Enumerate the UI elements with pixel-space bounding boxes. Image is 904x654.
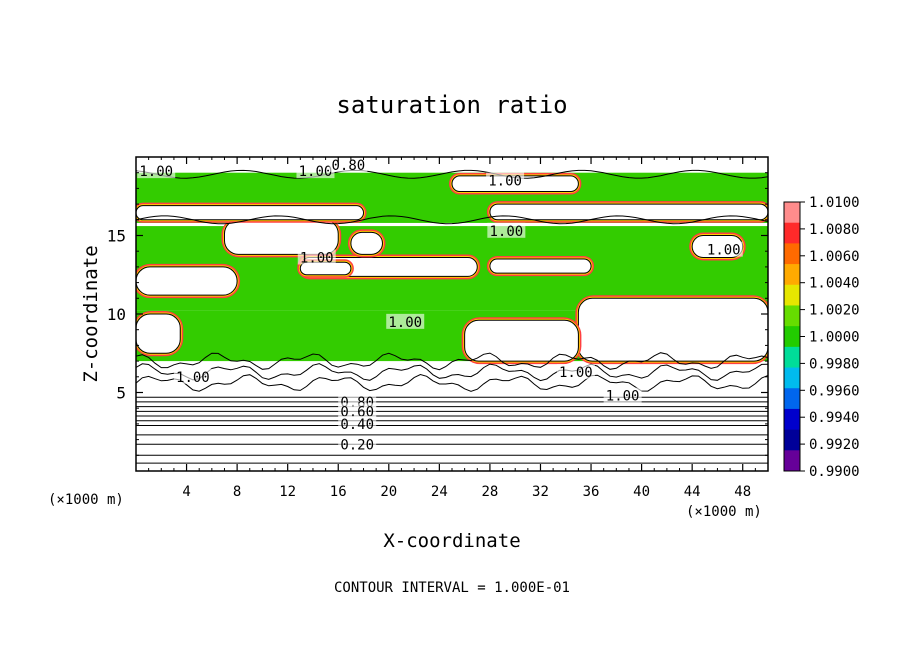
clear-region-9 bbox=[577, 297, 768, 362]
contour-label-bg-2 bbox=[329, 156, 368, 172]
contour-label-bg-5 bbox=[704, 241, 743, 257]
colorbar-swatch-1 bbox=[784, 222, 800, 244]
clear-region-0 bbox=[223, 219, 339, 255]
colorbar-swatch-2 bbox=[784, 243, 800, 265]
y-tick-label-1: 10 bbox=[107, 305, 126, 324]
contour-label-3: 1.00 bbox=[488, 174, 522, 190]
x-units-left: (×1000 m) bbox=[48, 492, 124, 508]
contour-label-bg-12 bbox=[338, 403, 377, 419]
x-tick-label-11: 48 bbox=[734, 484, 751, 500]
x-tick-label-5: 24 bbox=[431, 484, 448, 500]
x-tick-label-6: 28 bbox=[481, 484, 498, 500]
contour-label-4: 1.00 bbox=[489, 224, 523, 240]
clear-region-8 bbox=[136, 313, 181, 354]
y-axis: 5 10 15 bbox=[107, 172, 768, 456]
x-axis: 4 8 12 16 20 24 28 32 36 40 44 48 bbox=[148, 157, 756, 500]
colorbar-swatch-5 bbox=[784, 305, 800, 327]
contour-label-bg-0 bbox=[137, 163, 176, 179]
colorbar-swatch-11 bbox=[784, 429, 800, 451]
colorbar-label-5: 1.0000 bbox=[809, 330, 860, 346]
clear-region-6 bbox=[489, 203, 768, 221]
y-tick-label-0: 5 bbox=[116, 384, 126, 403]
clear-region-5 bbox=[136, 205, 365, 221]
x-tick-label-8: 36 bbox=[583, 484, 600, 500]
y-tick-label-2: 15 bbox=[107, 227, 126, 246]
x-tick-label-4: 20 bbox=[380, 484, 397, 500]
x-tick-label-9: 40 bbox=[633, 484, 650, 500]
contour-label-6: 1.00 bbox=[300, 250, 334, 266]
wavy-contour-2 bbox=[136, 352, 768, 371]
x-tick-label-7: 32 bbox=[532, 484, 549, 500]
colorbar-label-8: 0.9940 bbox=[809, 410, 860, 426]
contour-label-2: 0.80 bbox=[331, 158, 365, 174]
x-axis-label: X-coordinate bbox=[383, 530, 520, 552]
contour-label-bg-8 bbox=[173, 368, 212, 384]
wavy-contour-1 bbox=[136, 363, 768, 382]
colorbar-swatch-8 bbox=[784, 367, 800, 389]
colorbar-swatch-10 bbox=[784, 408, 800, 431]
x-tick-label-1: 8 bbox=[233, 484, 241, 500]
contour-label-bg-14 bbox=[338, 436, 377, 452]
colorbar-label-4: 1.0020 bbox=[809, 303, 860, 319]
chart-title: saturation ratio bbox=[336, 91, 567, 119]
contour-label-7: 1.00 bbox=[388, 315, 422, 331]
colorbar-label-10: 0.9900 bbox=[809, 464, 860, 480]
colorbar-label-7: 0.9960 bbox=[809, 383, 860, 399]
plot-area bbox=[136, 157, 768, 471]
contour-label-13: 0.40 bbox=[340, 417, 374, 433]
x-tick-label-2: 12 bbox=[279, 484, 296, 500]
x-tick-label-3: 16 bbox=[330, 484, 347, 500]
colorbar-label-9: 0.9920 bbox=[809, 437, 860, 453]
x-tick-label-0: 4 bbox=[182, 484, 190, 500]
contour-label-8: 1.00 bbox=[176, 370, 210, 386]
colorbar-swatch-3 bbox=[784, 264, 800, 286]
contour-label-14: 0.20 bbox=[340, 437, 374, 453]
contour-label-10: 1.00 bbox=[606, 389, 640, 405]
contour-label-bg-9 bbox=[556, 364, 595, 380]
y-axis-label: Z-coordinate bbox=[80, 245, 102, 382]
colorbar-label-0: 1.0100 bbox=[809, 195, 860, 211]
colorbar: 1.0100 1.0080 1.0060 1.0040 1.0020 1.0000 0.99… bbox=[783, 195, 860, 480]
colorbar-label-1: 1.0080 bbox=[809, 222, 860, 238]
contour-label-layer: 1.00 1.00 0.801.001.001.001.001.001.00 1.00… bbox=[137, 156, 743, 453]
x-units-right: (×1000 m) bbox=[686, 504, 762, 520]
contour-label-0: 1.00 bbox=[139, 164, 173, 180]
contour-label-bg-3 bbox=[486, 172, 525, 188]
contour-label-bg-6 bbox=[297, 249, 336, 265]
contour-label-9: 1.00 bbox=[559, 365, 593, 381]
x-tick-label-10: 44 bbox=[684, 484, 701, 500]
contour-label-bg-1 bbox=[296, 163, 335, 179]
clear-region-3 bbox=[489, 258, 592, 274]
contour-line-layer bbox=[136, 169, 768, 464]
contour-label-bg-13 bbox=[338, 415, 377, 431]
colorbar-swatch-7 bbox=[784, 346, 800, 369]
colorbar-swatch-0 bbox=[784, 202, 800, 224]
contour-interval-note: CONTOUR INTERVAL = 1.000E-01 bbox=[334, 580, 570, 596]
clear-region-11 bbox=[350, 231, 383, 255]
colorbar-swatch-4 bbox=[784, 284, 800, 306]
colorbar-swatch-6 bbox=[784, 326, 800, 348]
contour-label-bg-10 bbox=[603, 387, 642, 403]
contour-label-5: 1.00 bbox=[707, 243, 741, 259]
upper-contour-0 bbox=[136, 215, 768, 225]
upper-contour-1 bbox=[136, 169, 768, 179]
colorbar-label-3: 1.0040 bbox=[809, 276, 860, 292]
clear-region-10 bbox=[464, 319, 579, 362]
contour-label-bg-7 bbox=[386, 313, 425, 329]
colorbar-swatch-12 bbox=[784, 450, 800, 472]
colorbar-swatch-9 bbox=[784, 388, 800, 410]
wavy-contour-0 bbox=[136, 373, 768, 392]
colorbar-label-6: 0.9980 bbox=[809, 356, 860, 372]
clear-region-1 bbox=[136, 266, 238, 296]
colorbar-label-2: 1.0060 bbox=[809, 249, 860, 265]
contour-label-1: 1.00 bbox=[299, 164, 333, 180]
contour-label-bg-4 bbox=[487, 222, 526, 238]
